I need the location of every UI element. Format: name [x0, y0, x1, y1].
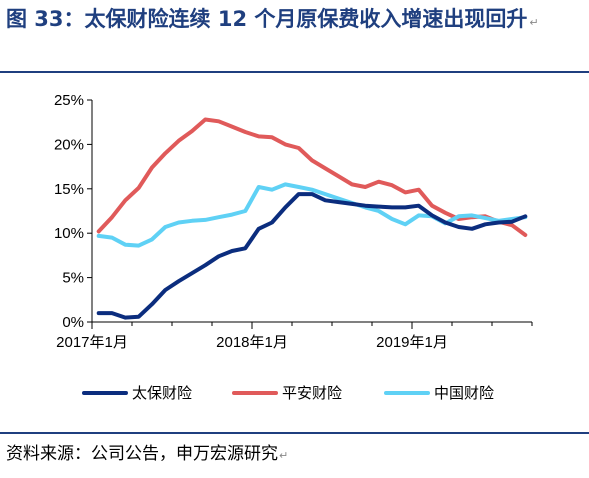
- line-chart: 0% 5% 10% 15% 20% 25% 2017年1月 2018年1月 2019年1月 太…: [54, 92, 533, 402]
- chart-legend: 太保财险 平安财险 中国财险: [82, 384, 494, 402]
- y-tick-label: 25%: [54, 92, 84, 109]
- series-line-3: [96, 182, 528, 248]
- x-tick-label: 2018年1月: [216, 334, 288, 351]
- y-axis-ticks: 0% 5% 10% 15% 20% 25%: [54, 92, 92, 331]
- series-line-1: [96, 192, 528, 320]
- y-tick-label: 20%: [54, 136, 84, 153]
- y-tick-label: 0%: [62, 314, 84, 331]
- figure-title: 图 33：太保财险连续 12 个月原保费收入增速出现回升 ↵: [6, 7, 539, 31]
- x-axis-ticks: 2017年1月 2018年1月 2019年1月: [56, 322, 533, 351]
- legend-label: 中国财险: [434, 384, 494, 402]
- return-mark-icon: ↵: [529, 16, 539, 29]
- y-tick-label: 10%: [54, 225, 84, 242]
- x-tick-label: 2017年1月: [56, 334, 128, 351]
- legend-label: 太保财险: [132, 384, 192, 402]
- title-rule: [0, 71, 589, 73]
- chart-axes: [91, 100, 532, 323]
- chart-series: [96, 117, 528, 320]
- x-tick-label: 2019年1月: [376, 334, 448, 351]
- return-mark-icon: ↵: [279, 449, 289, 462]
- source-rule: [0, 432, 589, 434]
- legend-label: 平安财险: [282, 384, 342, 402]
- y-tick-label: 5%: [62, 270, 84, 287]
- figure-source: 资料来源：公司公告，申万宏源研究↵: [6, 444, 289, 464]
- y-tick-label: 15%: [54, 181, 84, 198]
